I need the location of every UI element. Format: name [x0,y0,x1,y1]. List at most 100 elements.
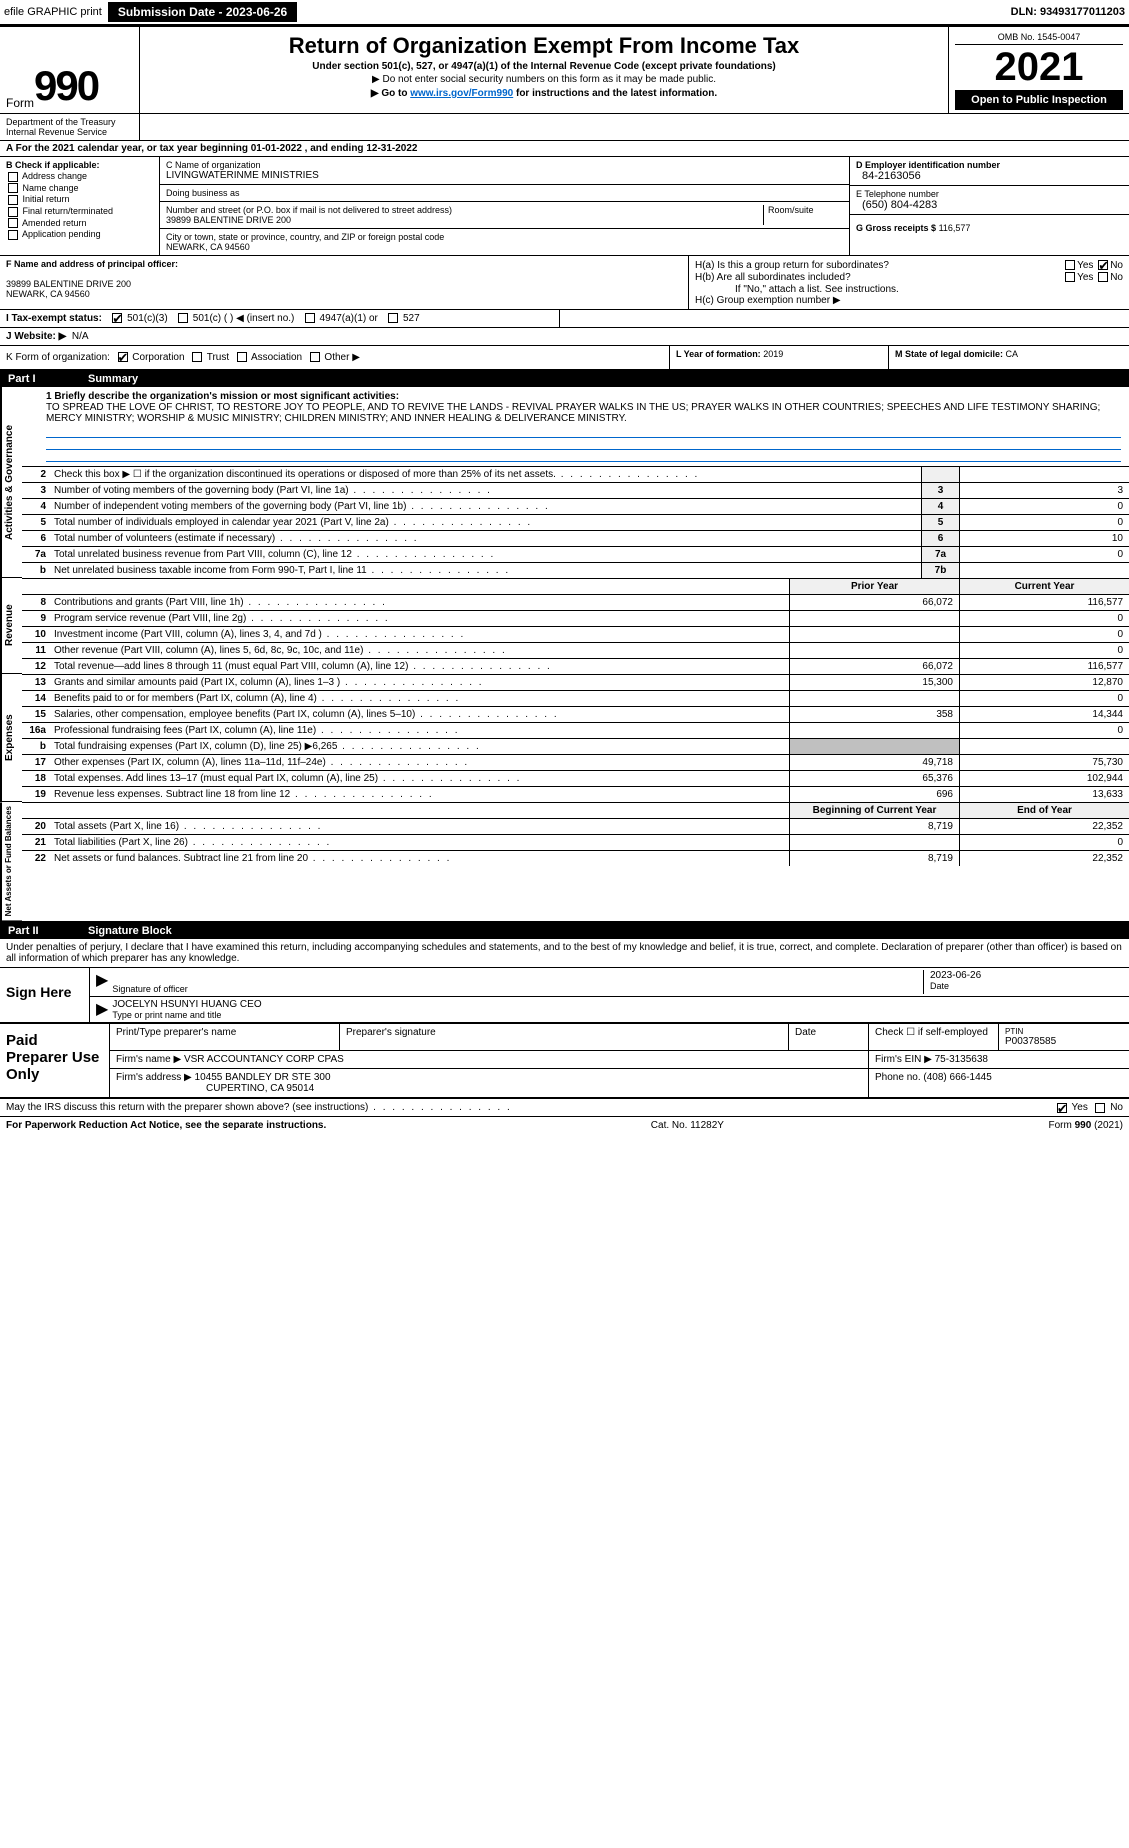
gross-receipts-block: G Gross receipts $ 116,577 [850,215,1129,236]
addr-label: Number and street (or P.O. box if mail i… [166,205,763,215]
org-name-block: C Name of organization LIVINGWATERINME M… [160,157,849,185]
hb-note: If "No," attach a list. See instructions… [695,284,1123,295]
paid-label: Paid Preparer Use Only [0,1024,110,1097]
year-formation-label: L Year of formation: [676,349,761,359]
sig-officer-line: ▶ Signature of officer 2023-06-26 Date [90,968,1129,997]
side-governance: Activities & Governance [0,387,22,578]
mission-block: 1 Briefly describe the organization's mi… [22,387,1129,426]
state-domicile-value: CA [1006,349,1019,359]
opt-assoc[interactable]: Association [251,352,302,363]
year-cell: OMB No. 1545-0047 2021 Open to Public In… [949,27,1129,113]
sig-date-label: Date [930,981,1123,991]
part1-title: Summary [88,373,138,385]
ck-address-change[interactable]: Address change [6,171,153,182]
dept-row: Department of the Treasury Internal Reve… [0,114,1129,141]
ptin-value: P00378585 [1005,1036,1123,1047]
top-bar: efile GRAPHIC print Submission Date - 20… [0,0,1129,27]
website-value: N/A [72,331,89,342]
officer-addr2: NEWARK, CA 94560 [6,289,90,299]
row-klm: K Form of organization: Corporation Trus… [0,346,1129,371]
ck-name-change[interactable]: Name change [6,183,153,194]
form-number-cell: Form 990 [0,27,140,113]
form-header: Form 990 Return of Organization Exempt F… [0,27,1129,114]
paid-row-3: Firm's address ▶ 10455 BANDLEY DR STE 30… [110,1069,1129,1097]
exp-row: 14Benefits paid to or for members (Part … [22,690,1129,706]
ha-label: H(a) Is this a group return for subordin… [695,260,889,271]
rev-row: 8Contributions and grants (Part VIII, li… [22,594,1129,610]
gov-row: 2Check this box ▶ ☐ if the organization … [22,466,1129,482]
footer-mid: Cat. No. 11282Y [651,1120,724,1131]
gov-row: 6Total number of volunteers (estimate if… [22,530,1129,546]
gov-row: 3Number of voting members of the governi… [22,482,1129,498]
phone-value: (650) 804-4283 [856,199,1123,211]
prep-sig-hdr: Preparer's signature [340,1024,789,1050]
part1-num: Part I [8,373,88,385]
hdr-beginning: Beginning of Current Year [789,803,959,818]
gov-row: 5Total number of individuals employed in… [22,514,1129,530]
exp-row: bTotal fundraising expenses (Part IX, co… [22,738,1129,754]
col-k-form-org: K Form of organization: Corporation Trus… [0,346,669,369]
officer-name: JOCELYN HSUNYI HUANG CEO [112,999,1123,1010]
firm-phone: (408) 666-1445 [923,1072,991,1083]
exp-row: 19Revenue less expenses. Subtract line 1… [22,786,1129,802]
org-name-label: C Name of organization [166,160,843,170]
block-bcdeg: B Check if applicable: Address change Na… [0,157,1129,256]
city-label: City or town, state or province, country… [166,232,843,242]
rev-header: Prior Year Current Year [22,578,1129,594]
governance-section: Activities & Governance 1 Briefly descri… [0,387,1129,578]
side-netassets: Net Assets or Fund Balances [0,802,22,921]
ck-initial-return[interactable]: Initial return [6,194,153,205]
netassets-section: Net Assets or Fund Balances Beginning of… [0,802,1129,923]
part2-num: Part II [8,925,88,937]
dba-label: Doing business as [166,188,843,198]
gross-value: 116,577 [939,223,971,233]
irs-link[interactable]: www.irs.gov/Form990 [410,88,513,99]
opt-4947[interactable]: 4947(a)(1) or [320,313,378,324]
exp-row: 16aProfessional fundraising fees (Part I… [22,722,1129,738]
row-j-website: J Website: ▶ N/A [0,328,1129,346]
dept-label: Department of the Treasury Internal Reve… [0,114,140,140]
addr-block: Number and street (or P.O. box if mail i… [160,202,849,229]
firm-addr-label: Firm's address ▶ [116,1072,192,1083]
row-i-label: I Tax-exempt status: [6,313,102,324]
row-k-label: K Form of organization: [6,352,110,363]
ha-line: H(a) Is this a group return for subordin… [695,260,1123,271]
city-value: NEWARK, CA 94560 [166,242,843,252]
org-name: LIVINGWATERINME MINISTRIES [166,170,843,181]
exp-row: 18Total expenses. Add lines 13–17 (must … [22,770,1129,786]
opt-trust[interactable]: Trust [207,352,229,363]
prep-name-hdr: Print/Type preparer's name [110,1024,340,1050]
gov-row: 7aTotal unrelated business revenue from … [22,546,1129,562]
hb-line: H(b) Are all subordinates included? Yes … [695,272,1123,283]
title-cell: Return of Organization Exempt From Incom… [140,27,949,113]
form-number: 990 [34,62,98,110]
part2-header: Part II Signature Block [0,923,1129,939]
opt-501c3[interactable]: 501(c)(3) [127,313,168,324]
mission-blank-lines [22,426,1129,466]
opt-527[interactable]: 527 [403,313,420,324]
ck-amended[interactable]: Amended return [6,218,153,229]
opt-501c[interactable]: 501(c) ( ) ◀ (insert no.) [193,313,295,324]
gov-row: bNet unrelated business taxable income f… [22,562,1129,578]
part2-title: Signature Block [88,925,172,937]
col-b-checkboxes: B Check if applicable: Address change Na… [0,157,160,255]
arrow-icon: ▶ [96,999,108,1020]
opt-other[interactable]: Other ▶ [324,352,359,363]
na-row: 22Net assets or fund balances. Subtract … [22,850,1129,866]
hdr-prior-year: Prior Year [789,579,959,594]
officer-name-label: Type or print name and title [112,1010,1123,1020]
hc-label: H(c) Group exemption number ▶ [695,295,1123,306]
rev-row: 12Total revenue—add lines 8 through 11 (… [22,658,1129,674]
mission-q: 1 Briefly describe the organization's mi… [46,391,399,402]
ck-final-return[interactable]: Final return/terminated [6,206,153,217]
ck-application-pending[interactable]: Application pending [6,229,153,240]
officer-addr1: 39899 BALENTINE DRIVE 200 [6,279,131,289]
na-row: 21Total liabilities (Part X, line 26)0 [22,834,1129,850]
prep-selfemp: Check ☐ if self-employed [869,1024,999,1050]
ha-answers: Yes No [1063,260,1123,271]
na-row: 20Total assets (Part X, line 16)8,71922,… [22,818,1129,834]
form-prefix: Form [6,96,34,110]
form-subtitle: Under section 501(c), 527, or 4947(a)(1)… [146,61,942,72]
opt-corp[interactable]: Corporation [132,352,184,363]
jurat-text: Under penalties of perjury, I declare th… [0,939,1129,968]
